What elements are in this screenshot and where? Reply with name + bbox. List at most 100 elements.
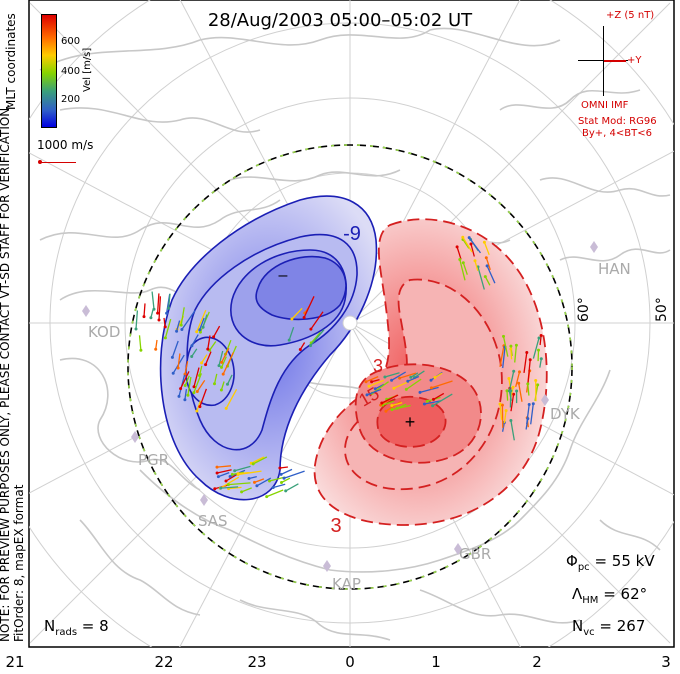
velocity-vector	[518, 383, 523, 402]
velocity-vector	[526, 404, 530, 425]
velocity-vector	[228, 482, 251, 486]
velocity-vector	[167, 293, 171, 309]
vector-origin	[502, 334, 505, 338]
velocity-vector	[221, 347, 230, 363]
velocity-vector	[462, 236, 473, 253]
velocity-vector	[502, 346, 506, 369]
vector-origin	[422, 402, 426, 406]
positive-contour-label-mid: 3	[373, 356, 383, 376]
velocity-vector	[281, 477, 291, 484]
vector-origin	[390, 404, 394, 407]
stat-nrads: Nrads = 8	[44, 617, 109, 638]
phi-symbol: Φ	[566, 552, 578, 570]
site-label-sas: SAS	[198, 512, 228, 530]
velocity-vector	[219, 476, 240, 489]
vector-origin	[483, 275, 487, 279]
velocity-vector	[234, 465, 251, 472]
vector-origin	[139, 348, 143, 352]
velocity-vector	[483, 241, 490, 256]
nvc-value: = 267	[594, 617, 646, 635]
velocity-vector	[414, 370, 425, 379]
vector-origin	[518, 370, 521, 374]
velocity-vector	[199, 317, 205, 330]
vector-origin	[152, 307, 156, 311]
vector-origin	[220, 360, 224, 364]
nrads-value: = 8	[77, 617, 109, 635]
velocity-vector	[175, 320, 181, 332]
vector-origin	[226, 483, 230, 487]
velocity-vector	[191, 348, 198, 357]
vector-origin	[171, 371, 175, 375]
coordinates-label: MLT coordinates	[4, 13, 18, 110]
velocity-vector	[399, 372, 417, 379]
vector-origin	[213, 382, 216, 386]
vector-origin	[380, 401, 384, 405]
velocity-vector	[164, 318, 172, 339]
vector-origin	[309, 327, 313, 331]
vector-origin	[485, 264, 489, 268]
velocity-vector	[252, 456, 268, 465]
vector-origin	[404, 387, 408, 391]
velocity-vector	[191, 334, 199, 347]
site-label-pgr: PGR	[138, 451, 170, 469]
vector-origin	[163, 336, 167, 340]
velocity-vector	[459, 259, 466, 281]
velocity-vector	[532, 337, 540, 359]
vector-origin	[170, 355, 174, 359]
vector-origin	[176, 366, 180, 370]
stat-phi-pc: Φpc = 55 kV	[566, 552, 655, 573]
velocity-vector	[201, 354, 208, 364]
velocity-vector	[171, 340, 179, 358]
velocity-vector	[202, 314, 208, 328]
velocity-vector	[181, 310, 196, 330]
velocity-vector	[485, 257, 491, 271]
velocity-vector	[506, 390, 509, 401]
nrads-symbol: N	[44, 617, 56, 635]
velocity-vector	[381, 394, 399, 404]
mlt-tick-23: 23	[247, 653, 267, 671]
fit-order-note: FitOrder: 8, mapEX format	[12, 484, 26, 642]
velocity-vector	[391, 371, 407, 381]
vector-origin	[163, 325, 167, 329]
vector-origin	[515, 389, 519, 393]
vector-origin	[219, 486, 223, 490]
vector-origin	[215, 471, 219, 475]
imf-axis-horizontal	[578, 60, 628, 61]
velocity-vector	[285, 483, 299, 492]
vector-origin	[226, 382, 229, 386]
vector-scale-label: 1000 m/s	[37, 138, 94, 152]
vector-scale-bar	[40, 162, 76, 163]
velocity-vector	[288, 326, 295, 341]
velocity-vector	[187, 376, 192, 396]
velocity-vector	[225, 388, 238, 409]
velocity-vector	[184, 361, 189, 375]
vector-origin	[526, 382, 530, 386]
vector-origin	[433, 376, 437, 379]
mlt-tick-21: 21	[5, 653, 25, 671]
velocity-vector	[474, 260, 479, 271]
velocity-vector	[196, 379, 206, 392]
max-marker: +	[405, 412, 416, 432]
vector-origin	[271, 486, 275, 489]
vector-origin	[240, 490, 244, 494]
velocity-vector	[180, 307, 185, 326]
negative-contour-label: -9	[343, 223, 361, 245]
nvc-symbol: N	[572, 617, 584, 635]
velocity-vector	[177, 353, 181, 369]
vector-origin	[186, 393, 190, 397]
vector-origin	[461, 261, 465, 265]
vector-origin	[167, 306, 171, 310]
vector-origin	[512, 392, 516, 396]
imf-scale-label: +Z (5 nT)	[606, 10, 655, 21]
mlt-tick-1: 1	[431, 653, 441, 671]
vector-origin	[432, 397, 435, 401]
velocity-vector	[382, 400, 395, 406]
vector-origin	[512, 369, 516, 373]
velocity-vector	[527, 359, 531, 383]
vector-origin	[392, 386, 396, 390]
velocity-vector	[151, 291, 155, 310]
colorbar-tick-200: 200	[61, 94, 81, 105]
vector-origin	[190, 355, 194, 358]
vector-origin	[365, 393, 369, 397]
vector-origin	[367, 384, 371, 388]
